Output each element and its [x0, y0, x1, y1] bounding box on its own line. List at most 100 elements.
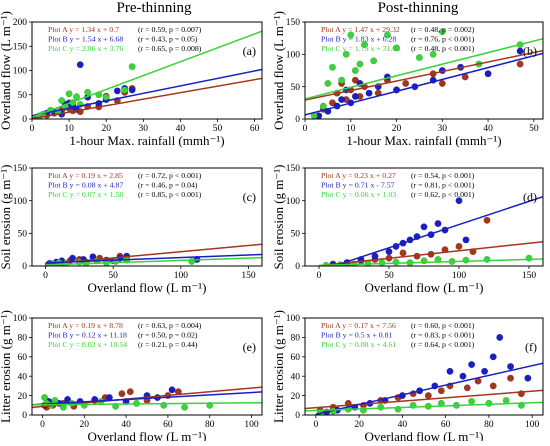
panel-b: 0 10 20 30 40 50 0 50 100 150 1-hour Max. rainfall… [271, 11, 544, 148]
data-point-c [525, 254, 533, 262]
panel-label: (b) [523, 44, 537, 58]
panel-label: (a) [243, 44, 256, 58]
equation-c: Plot C y = 0.06 x + 1.03 [321, 190, 396, 199]
data-point-b [481, 367, 489, 375]
data-point-a [437, 387, 445, 395]
data-point-a [507, 374, 515, 382]
y-tick-label: 0 [22, 115, 27, 125]
data-point-c [347, 31, 355, 39]
x-axis-title: Overland flow (L m⁻¹) [365, 280, 484, 295]
data-point-b [507, 363, 515, 371]
y-tick-label: 0 [295, 115, 300, 125]
plot-frame [304, 167, 544, 267]
x-tick-label: 50 [529, 124, 539, 134]
y-tick-label: 50 [291, 83, 301, 93]
data-point-a [463, 384, 471, 392]
data-point-c [361, 41, 369, 49]
equation-a: Plot A y = 0.17 x + 7.56 [321, 321, 396, 330]
x-tick-label: 40 [121, 420, 131, 430]
y-tick-label: 0 [22, 411, 27, 421]
y-axis-title: Litter erosion (g m⁻¹) [0, 310, 13, 423]
data-point-c [438, 28, 446, 36]
x-tick-label: 150 [241, 271, 256, 281]
x-tick-label: 60 [163, 420, 173, 430]
y-tick-label: 20 [291, 392, 301, 402]
y-axis-title: Litter erosion (g m⁻¹) [271, 310, 286, 423]
stats-b: (r = 0.43, p = 0.05) [138, 35, 198, 44]
x-tick-label: 60 [250, 124, 260, 134]
data-point-a [328, 99, 336, 107]
data-point-c [415, 54, 423, 62]
x-tick-label: 100 [244, 420, 259, 430]
y-tick-label: 0 [295, 411, 300, 421]
x-axis-title: Overland flow (L m⁻¹) [365, 429, 484, 441]
column-title-post: Post-thinning [378, 0, 459, 16]
data-point-b [446, 367, 454, 375]
data-point-b [484, 70, 492, 78]
data-point-a [118, 390, 126, 398]
x-axis-title: 1-hour Max. rainfall (mmh⁻¹) [346, 133, 501, 148]
equation-c: Plot C y = 0.07 x + 1.58 [48, 190, 123, 199]
y-tick-label: 60 [18, 353, 28, 363]
regression-line-c [45, 256, 262, 266]
y-tick-label: 40 [18, 372, 28, 382]
x-tick-label: 100 [452, 271, 467, 281]
y-tick-label: 100 [13, 197, 28, 207]
stats-b: (r = 0.81, p < 0.001) [411, 181, 475, 190]
equation-a: Plot A y = 0.23 x + 0.27 [321, 171, 396, 180]
stats-c: (r = 0.48, p < 0.001) [411, 44, 475, 53]
data-point-c [324, 79, 332, 87]
data-point-c [342, 50, 350, 58]
equation-b: Plot B y = 0.5 x + 0.81 [321, 331, 392, 340]
equation-c: Plot C y = 0.02 x + 10.54 [48, 340, 127, 349]
regression-line-a [305, 389, 543, 410]
data-point-b [69, 254, 77, 262]
equation-b: Plot B y = 0.71 x - 7.57 [321, 181, 395, 190]
equation-c: Plot C y = 0.08 x + 4.61 [321, 340, 396, 349]
panel-a: 0 10 20 30 40 50 60 0 50 100 150 200 1-hour Max. rai… [0, 11, 263, 148]
regression-line-b [332, 196, 543, 266]
data-point-a [424, 392, 432, 400]
equation-b: Plot B y = 0.12 x + 11.18 [48, 331, 127, 340]
regression-line-c [32, 30, 262, 118]
x-tick-label: 0 [313, 420, 318, 430]
stats-b: (r = 0.50, p = 0.02) [138, 331, 198, 340]
x-tick-label: 0 [40, 420, 45, 430]
data-point-c [429, 50, 437, 58]
x-tick-label: 0 [30, 124, 35, 134]
data-point-c [102, 93, 110, 101]
x-tick-label: 10 [346, 124, 356, 134]
stats-b: (r = 0.83, p < 0.001) [411, 331, 475, 340]
data-point-b [434, 220, 442, 228]
regression-line-b [45, 253, 262, 264]
x-tick-label: 40 [483, 124, 493, 134]
stats-a: (r = 0.72, p < 0.001) [138, 171, 202, 180]
data-point-c [393, 44, 401, 52]
stats-c: (r = 0.65, p = 0.008) [138, 44, 202, 53]
x-tick-label: 0 [317, 271, 322, 281]
equation-a: Plot A y = 0.19 x + 2.85 [48, 171, 123, 180]
regression-line-c [305, 401, 543, 412]
data-point-c [468, 397, 476, 405]
y-axis-title: Soil erosion (g m⁻¹) [271, 164, 286, 269]
plot-frame [31, 167, 263, 267]
regression-line-a [32, 77, 262, 119]
regression-line-b [32, 68, 262, 117]
data-point-b [459, 372, 467, 380]
data-point-c [188, 257, 196, 265]
panel-label: (f) [525, 340, 537, 354]
plot-frame [31, 317, 263, 416]
data-point-b [338, 96, 346, 104]
stats-a: (r = 0.54, p < 0.001) [411, 171, 475, 180]
x-tick-label: 40 [176, 124, 186, 134]
data-point-a [126, 388, 134, 396]
x-tick-label: 50 [384, 271, 394, 281]
panel-d: 0 50 100 150 0 50 100 150 Overland flow (L m⁻¹) S… [271, 164, 544, 295]
y-tick-label: 200 [13, 18, 28, 28]
panel-e: 0 20 40 60 80 100 0 20 40 60 80 100 Overland flow (L… [0, 310, 263, 444]
stats-c: (r = 0.21, p = 0.44) [138, 340, 198, 349]
regression-line-b [32, 391, 262, 406]
y-tick-label: 150 [13, 164, 28, 174]
data-point-b [468, 361, 476, 369]
data-point-a [483, 216, 491, 224]
